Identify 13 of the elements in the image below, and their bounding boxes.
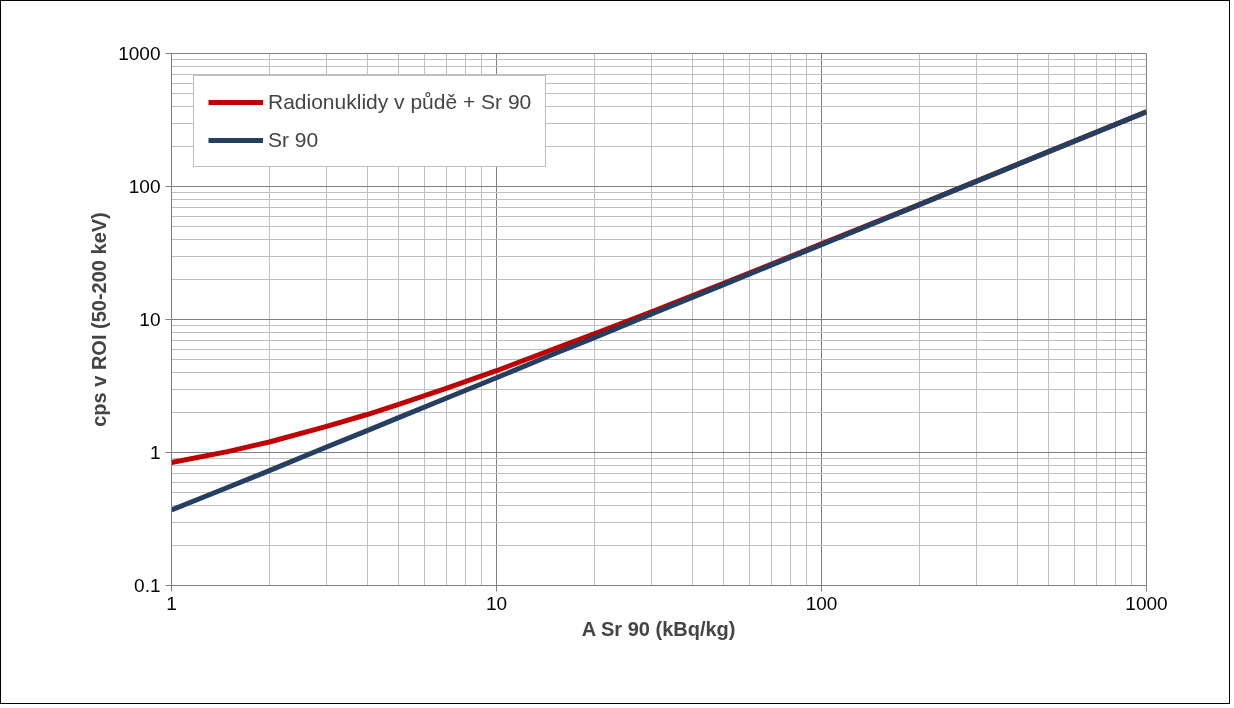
y-tick-label: 0.1: [134, 575, 161, 596]
y-tick-label: 100: [128, 176, 161, 197]
legend-label: Sr 90: [268, 128, 319, 152]
y-tick-label: 1000: [118, 43, 161, 64]
x-tick-label: 1: [166, 592, 177, 614]
y-axis-title: cps v ROI (50-200 keV): [88, 212, 111, 427]
x-tick-label: 10: [485, 592, 508, 614]
x-axis-title: A Sr 90 (kBq/kg): [581, 617, 736, 640]
x-tick-label: 100: [805, 592, 838, 614]
legend-label: Radionuklidy v půdě + Sr 90: [268, 90, 532, 114]
y-tick-label: 10: [139, 309, 161, 330]
y-tick-label: 1: [149, 442, 161, 463]
x-tick-label: 1000: [1125, 592, 1168, 614]
